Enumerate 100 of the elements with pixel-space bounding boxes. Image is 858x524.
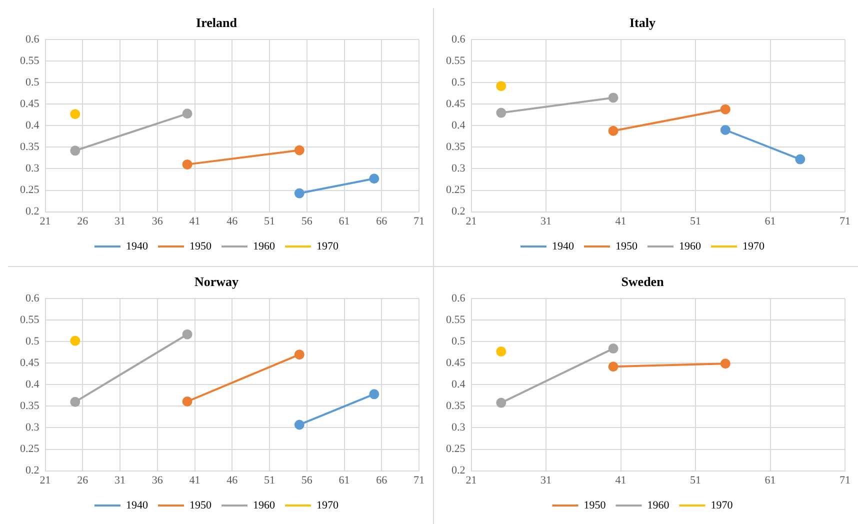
- chart-title: Ireland: [196, 15, 238, 30]
- y-tick-label: 0.2: [26, 464, 40, 477]
- point: [182, 108, 192, 119]
- x-tick-label: 51: [690, 474, 701, 486]
- y-tick-label: 0.4: [452, 120, 466, 132]
- y-tick-label: 0.3: [26, 422, 40, 434]
- x-tick-label: 56: [301, 474, 313, 486]
- x-tick-label: 61: [338, 215, 350, 228]
- x-tick-label: 26: [77, 474, 89, 486]
- point: [608, 362, 618, 372]
- y-tick-label: 0.6: [452, 33, 466, 46]
- legend-label: 1950: [584, 499, 606, 512]
- x-tick-label: 61: [338, 474, 350, 486]
- x-tick-label: 36: [152, 215, 164, 228]
- point: [182, 159, 192, 170]
- x-tick-label: 41: [189, 215, 200, 228]
- x-tick-label: 61: [764, 215, 776, 228]
- y-tick-label: 0.55: [20, 55, 40, 68]
- legend-label: 1970: [316, 499, 339, 512]
- y-tick-label: 0.4: [452, 378, 466, 391]
- point: [795, 154, 806, 164]
- y-tick-label: 0.3: [452, 422, 466, 434]
- x-tick-label: 51: [690, 215, 701, 228]
- legend-label: 1940: [126, 499, 148, 512]
- y-tick-label: 0.25: [446, 184, 466, 196]
- legend-label: 1960: [679, 240, 702, 252]
- y-tick-label: 0.45: [446, 357, 466, 370]
- x-tick-label: 46: [226, 215, 238, 228]
- point: [496, 398, 506, 408]
- x-tick-label: 41: [615, 215, 626, 228]
- y-tick-label: 0.4: [26, 120, 40, 132]
- y-tick-label: 0.25: [446, 443, 466, 456]
- x-tick-label: 31: [540, 215, 552, 228]
- y-tick-label: 0.35: [446, 141, 466, 154]
- legend-label: 1960: [253, 499, 276, 512]
- legend-label: 1950: [190, 499, 212, 512]
- x-tick-label: 41: [189, 474, 200, 486]
- y-tick-label: 0.5: [452, 76, 466, 89]
- y-tick-label: 0.6: [26, 33, 40, 46]
- y-tick-label: 0.5: [26, 76, 40, 89]
- x-tick-label: 21: [40, 474, 51, 486]
- y-tick-label: 0.55: [446, 55, 466, 68]
- legend-label: 1940: [552, 240, 574, 252]
- x-tick-label: 26: [77, 215, 89, 228]
- y-tick-label: 0.55: [446, 314, 466, 326]
- y-tick-label: 0.45: [20, 357, 40, 370]
- y-tick-label: 0.25: [20, 443, 40, 456]
- y-tick-label: 0.2: [452, 464, 466, 477]
- x-tick-label: 66: [376, 215, 388, 228]
- chart-title: Sweden: [621, 274, 665, 290]
- x-tick-label: 66: [376, 474, 388, 486]
- x-tick-label: 71: [414, 474, 424, 486]
- y-tick-label: 0.45: [20, 98, 40, 110]
- legend-label: 1970: [316, 240, 339, 252]
- point: [608, 344, 618, 354]
- chart-title: Norway: [194, 274, 240, 290]
- y-tick-label: 0.35: [20, 400, 40, 412]
- y-tick-label: 0.5: [26, 336, 40, 348]
- chart-title: Italy: [630, 15, 656, 30]
- legend-label: 1950: [190, 240, 212, 252]
- y-tick-label: 0.55: [20, 314, 40, 326]
- point: [70, 396, 80, 407]
- point: [496, 346, 506, 357]
- x-tick-label: 71: [414, 215, 424, 228]
- x-tick-label: 46: [226, 474, 238, 486]
- legend-label: 1970: [742, 240, 765, 252]
- point: [720, 104, 730, 114]
- y-tick-label: 0.35: [20, 141, 40, 154]
- y-tick-label: 0.4: [26, 378, 40, 391]
- point: [608, 126, 618, 136]
- x-tick-label: 21: [40, 215, 51, 228]
- y-tick-label: 0.5: [452, 336, 466, 348]
- point: [720, 358, 730, 369]
- point: [70, 336, 80, 346]
- legend-label: 1950: [616, 240, 638, 252]
- point: [496, 108, 506, 118]
- point: [369, 174, 380, 184]
- x-tick-label: 31: [114, 215, 126, 228]
- point: [294, 145, 304, 156]
- point: [294, 420, 304, 430]
- y-tick-label: 0.2: [452, 206, 466, 218]
- legend-label: 1960: [647, 499, 670, 512]
- y-tick-label: 0.6: [452, 292, 466, 304]
- x-tick-label: 21: [466, 215, 477, 228]
- x-tick-label: 36: [152, 474, 164, 486]
- x-tick-label: 31: [540, 474, 552, 486]
- point: [369, 389, 380, 400]
- y-tick-label: 0.3: [26, 162, 40, 175]
- point: [294, 188, 304, 198]
- x-tick-label: 71: [840, 215, 850, 228]
- y-tick-label: 0.45: [446, 98, 466, 110]
- point: [182, 396, 192, 406]
- x-tick-label: 71: [840, 474, 850, 486]
- legend-label: 1960: [253, 240, 276, 252]
- point: [720, 125, 730, 136]
- point: [608, 92, 618, 103]
- point: [70, 109, 80, 120]
- x-tick-label: 56: [301, 215, 313, 228]
- x-tick-label: 61: [764, 474, 776, 486]
- y-tick-label: 0.35: [446, 400, 466, 412]
